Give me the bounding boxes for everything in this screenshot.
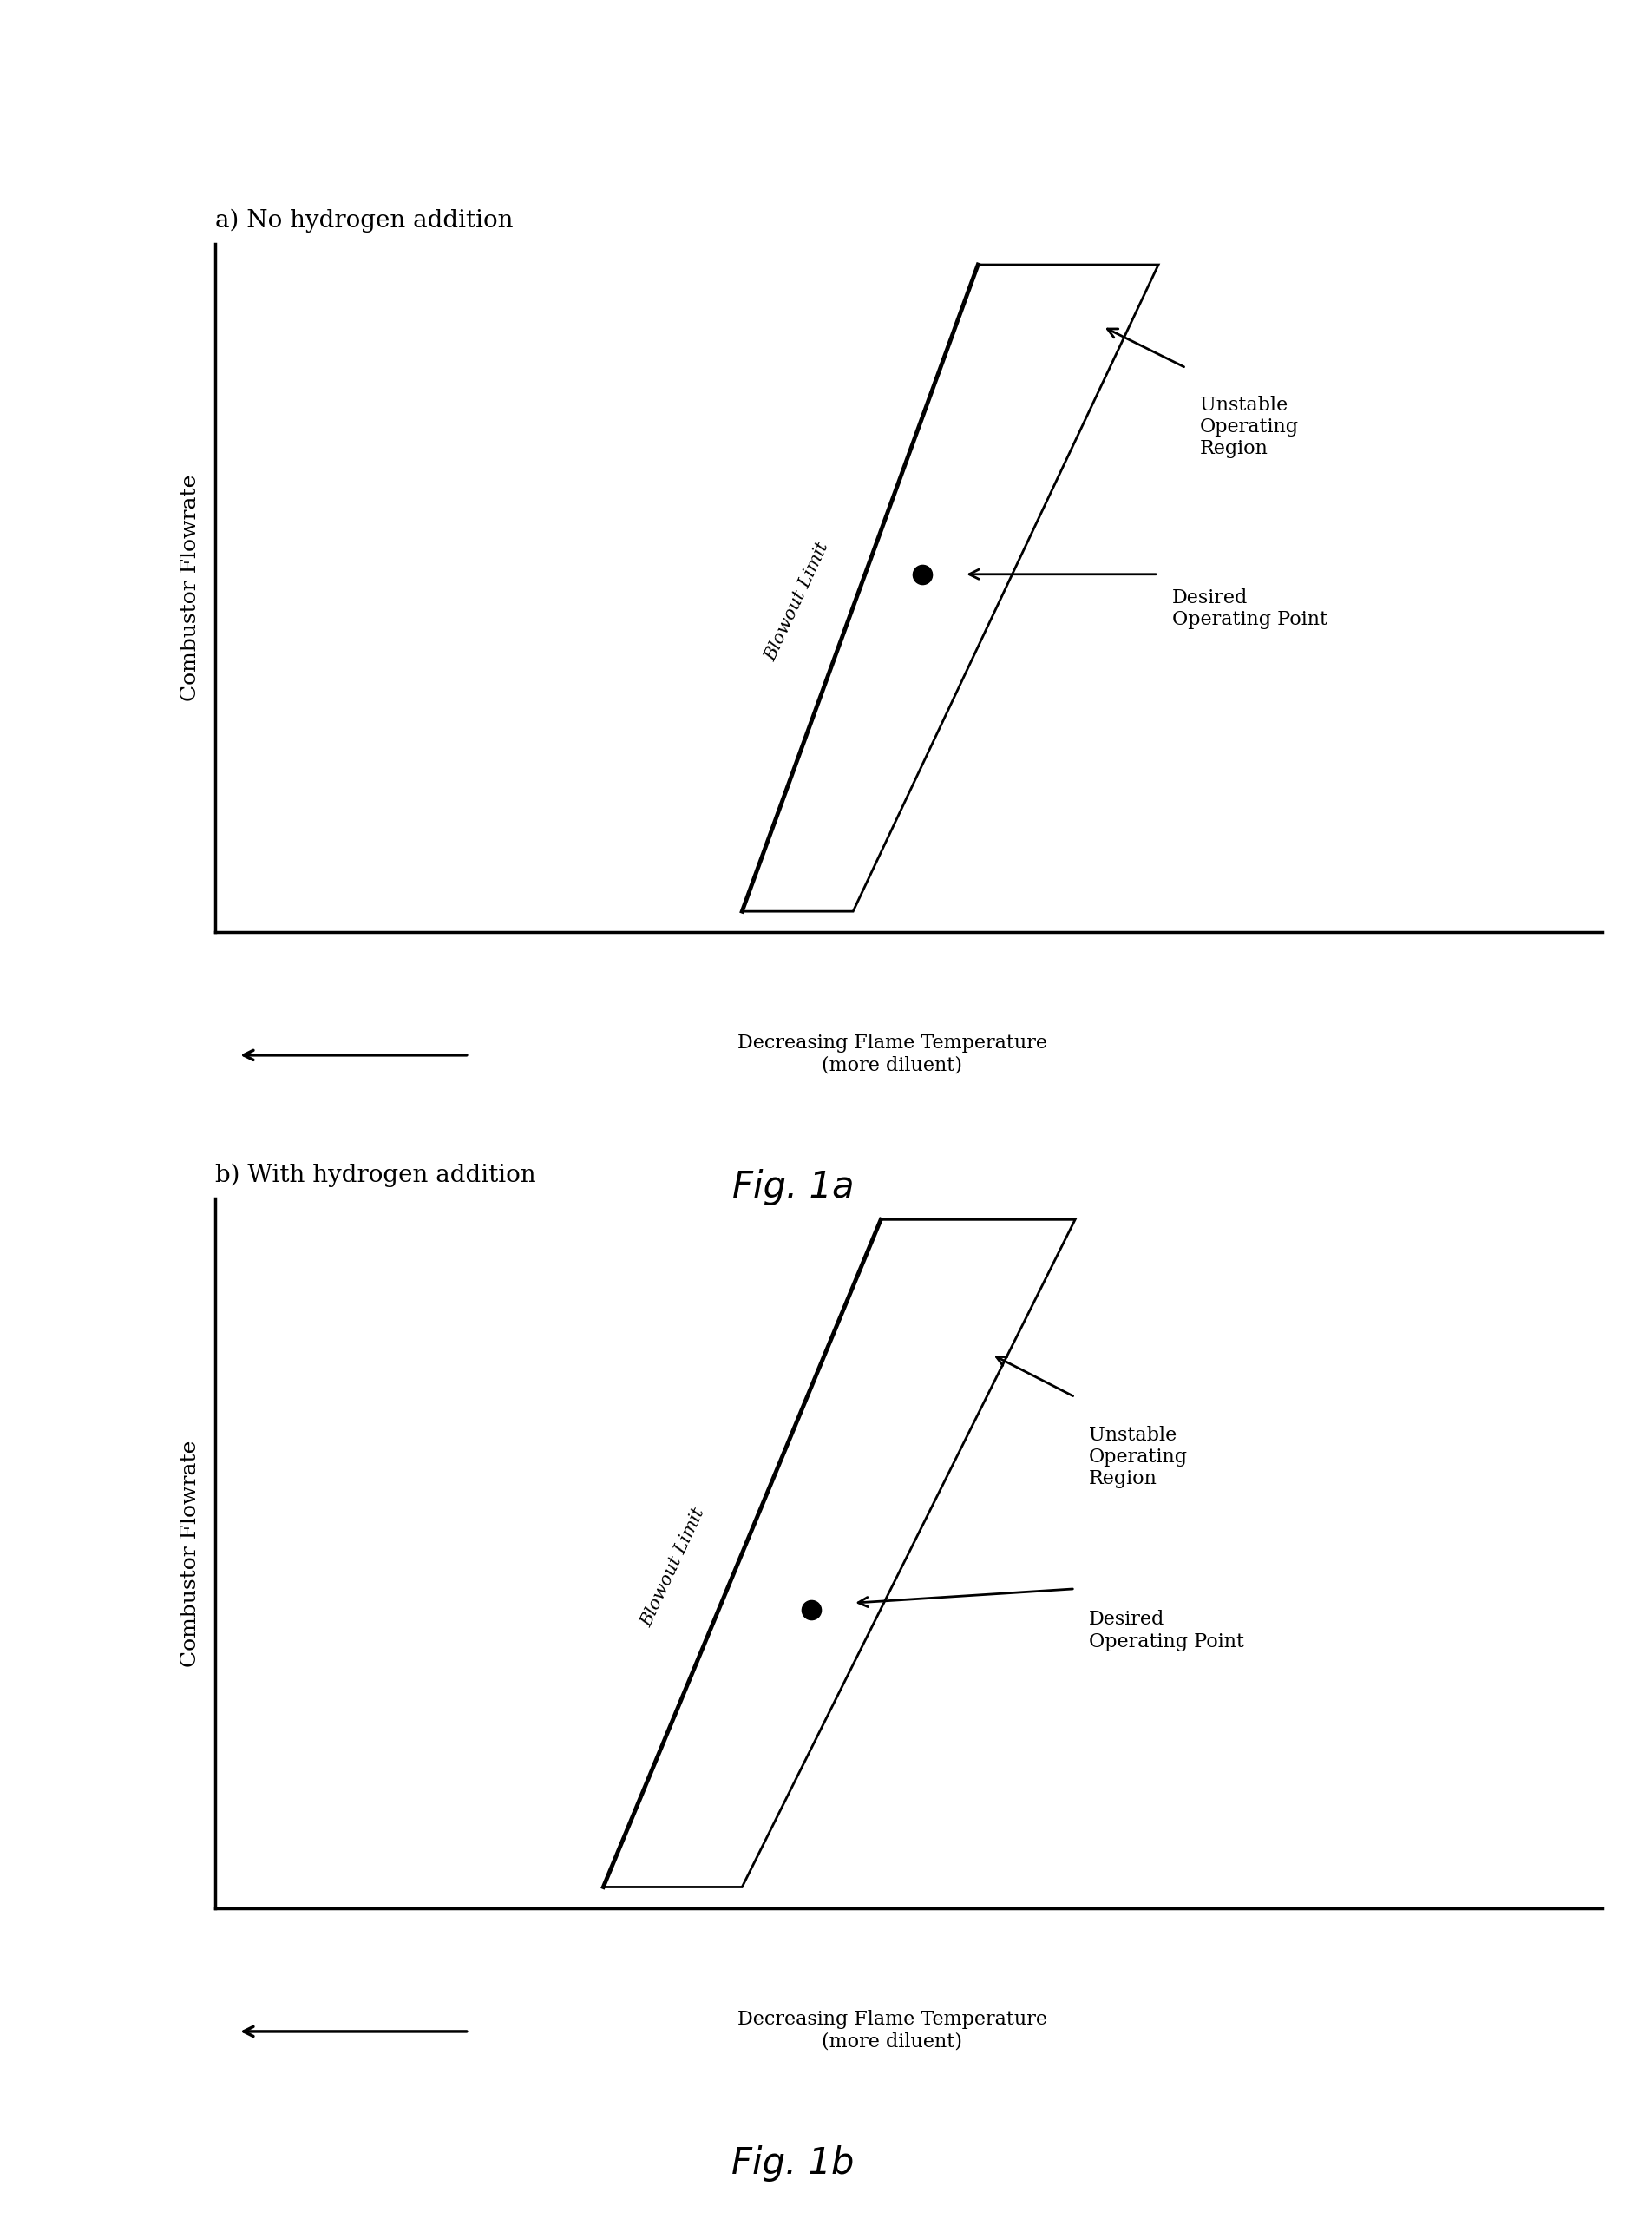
Text: Decreasing Flame Temperature
(more diluent): Decreasing Flame Temperature (more dilue… [737,1034,1047,1074]
Polygon shape [603,1220,1075,1886]
Text: a) No hydrogen addition: a) No hydrogen addition [215,209,512,233]
Text: Unstable
Operating
Region: Unstable Operating Region [1199,395,1298,459]
Text: Desired
Operating Point: Desired Operating Point [1173,588,1328,630]
Polygon shape [742,264,1158,912]
Text: Unstable
Operating
Region: Unstable Operating Region [1089,1425,1188,1489]
Text: Blowout Limit: Blowout Limit [763,539,833,663]
Text: Fig. 1b: Fig. 1b [732,2146,854,2181]
Text: Desired
Operating Point: Desired Operating Point [1089,1611,1244,1651]
Text: Decreasing Flame Temperature
(more diluent): Decreasing Flame Temperature (more dilue… [737,2010,1047,2050]
Y-axis label: Combustor Flowrate: Combustor Flowrate [180,475,200,701]
Text: Blowout Limit: Blowout Limit [638,1504,707,1629]
Text: Fig. 1a: Fig. 1a [732,1169,854,1205]
Text: b) With hydrogen addition: b) With hydrogen addition [215,1163,535,1187]
Y-axis label: Combustor Flowrate: Combustor Flowrate [180,1440,200,1666]
